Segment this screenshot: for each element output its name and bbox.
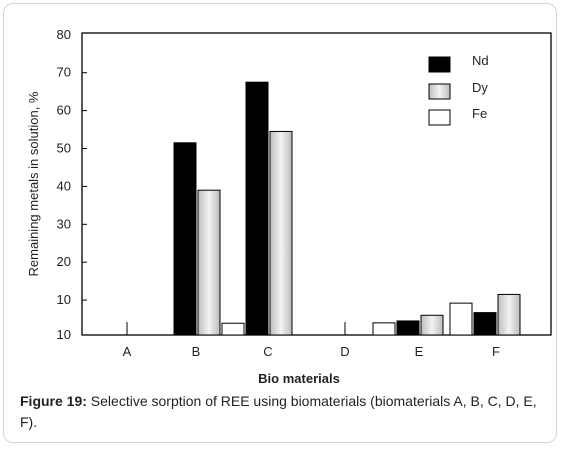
chart-legend: Nd Dy Fe	[428, 53, 489, 126]
bar-fe-e	[372, 322, 396, 336]
bar-nd-b	[173, 142, 197, 336]
x-category-label: A	[123, 344, 132, 359]
plot-frame	[81, 32, 552, 336]
y-tick-label: 10	[57, 292, 71, 307]
bar-dy-b	[197, 189, 221, 336]
caption-text: Selective sorption of REE using biomater…	[20, 393, 537, 430]
legend-swatch-dy	[428, 83, 451, 100]
legend-swatch-nd	[428, 56, 451, 73]
bar-dy-f	[497, 293, 521, 336]
chart-bars	[173, 81, 521, 336]
y-tick-label: 10	[57, 327, 71, 342]
legend-label-nd: Nd	[472, 53, 489, 68]
bar-dy-e	[420, 314, 444, 336]
bar-fe-c	[221, 322, 245, 336]
x-axis-title: Bio materials	[258, 371, 340, 386]
caption-label: Figure 19:	[20, 393, 87, 409]
figure-caption: Figure 19: Selective sorption of REE usi…	[20, 391, 550, 433]
y-axis-title: Remaining metals in solution, %	[26, 91, 41, 276]
y-tick-label: 70	[57, 65, 71, 80]
y-tick-label: 60	[57, 103, 71, 118]
bar-fe-f	[449, 302, 473, 336]
x-category-label: D	[340, 344, 349, 359]
bar-dy-c	[269, 130, 293, 336]
y-tick-label: 50	[57, 141, 71, 156]
bar-nd-f	[473, 312, 497, 336]
x-category-label: C	[263, 344, 272, 359]
y-tick-label: 80	[57, 27, 71, 42]
bar-nd-e	[396, 320, 420, 336]
legend-label-fe: Fe	[472, 106, 487, 121]
y-tick-label: 30	[57, 216, 71, 231]
chart-axes: 10 10 20 30 40 50 60 70 80 A B C D E F	[57, 27, 552, 359]
y-tick-label: 40	[57, 178, 71, 193]
x-category-label: F	[492, 344, 500, 359]
legend-label-dy: Dy	[472, 80, 488, 95]
y-tick-label: 20	[57, 254, 71, 269]
x-category-label: B	[192, 344, 201, 359]
x-category-label: E	[415, 344, 424, 359]
bar-nd-c	[245, 81, 269, 336]
legend-swatch-fe	[428, 109, 451, 126]
